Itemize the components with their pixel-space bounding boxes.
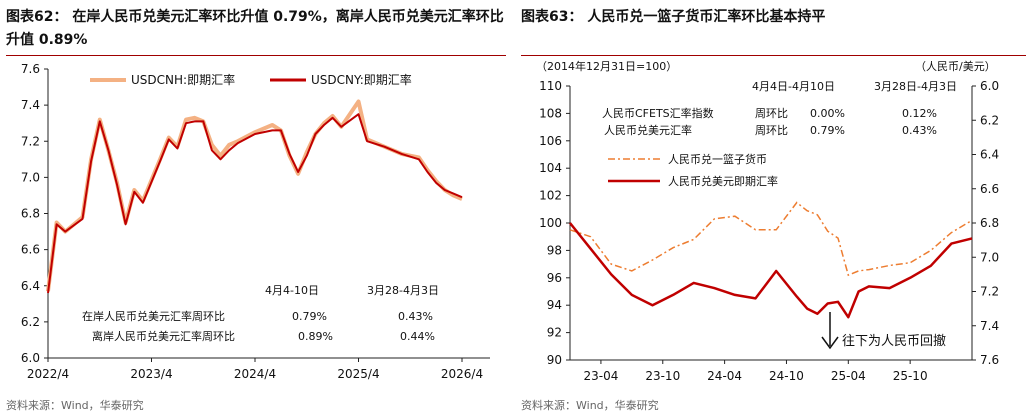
legend-label-cnh: USDCNH:即期汇率 — [131, 72, 235, 87]
x-tick-label: 24-04 — [707, 369, 742, 383]
y-tick-label-right: 6.8 — [980, 216, 999, 230]
left-chart: 6.0 6.2 6.4 6.6 6.8 7.0 7.2 7.4 7.6 2022/4 2023/4 2… — [21, 62, 490, 381]
left-table-row1-label: 在岸人民币兑美元汇率周环比 — [82, 309, 225, 323]
y-tick-label-left: 110 — [539, 79, 562, 93]
x-tick-label: 2022/4 — [27, 367, 69, 381]
right-right-unit: （人民币/美元） — [915, 60, 996, 73]
y-tick-label-left: 104 — [539, 161, 562, 175]
y-tick-label-left: 102 — [539, 189, 562, 203]
arrow-head — [821, 336, 839, 350]
right-table-row2-v2: 0.43% — [902, 124, 937, 137]
y-tick-label-left: 108 — [539, 106, 562, 120]
right-table-row1-sub: 周环比 — [755, 107, 788, 120]
x-tick-label: 25-04 — [831, 369, 866, 383]
right-stats-table: 4月4日-4月10日 3月28日-4月3日 人民币CFETS汇率指数 周环比 0… — [602, 80, 957, 137]
y-tick-label: 6.6 — [21, 243, 40, 257]
right-table-row2-label: 人民币兑美元汇率 — [604, 123, 692, 137]
left-table-row1-v2: 0.43% — [398, 310, 433, 323]
y-tick-label-right: 6.4 — [980, 148, 999, 162]
y-tick-label-right: 6.0 — [980, 79, 999, 93]
right-title-rule — [521, 55, 1026, 56]
x-tick-label: 2023/4 — [130, 367, 172, 381]
left-source: 资料来源：Wind，华泰研究 — [6, 399, 144, 412]
x-tick-label: 2024/4 — [234, 367, 276, 381]
right-table-col1: 4月4日-4月10日 — [752, 80, 835, 93]
right-source: 资料来源：Wind，华泰研究 — [521, 399, 659, 412]
y-tick-label-left: 90 — [547, 353, 562, 367]
left-table-col2: 3月28-4月3日 — [367, 284, 439, 297]
y-tick-label: 7.6 — [21, 62, 40, 76]
legend-label-cny: USDCNY:即期汇率 — [311, 72, 412, 87]
y-tick-label: 6.4 — [21, 279, 40, 293]
x-tick-label: 25-10 — [893, 369, 928, 383]
y-tick-label-left: 92 — [547, 326, 562, 340]
right-table-row1-v1: 0.00% — [810, 107, 845, 120]
legend-label-usd: 人民币兑美元即期汇率 — [668, 174, 778, 188]
x-tick-label: 2025/4 — [337, 367, 379, 381]
right-table-row1-label: 人民币CFETS汇率指数 — [602, 106, 714, 120]
series-line-cny — [47, 113, 463, 294]
x-tick-label: 23-04 — [583, 369, 618, 383]
y-tick-label-right: 7.0 — [980, 250, 999, 264]
y-tick-label-right: 7.4 — [980, 319, 999, 333]
right-legend: 人民币兑一篮子货币 人民币兑美元即期汇率 — [608, 152, 778, 188]
y-tick-label: 7.0 — [21, 170, 40, 184]
y-tick-label-right: 7.6 — [980, 353, 999, 367]
y-tick-label: 7.2 — [21, 134, 40, 148]
y-tick-label-left: 94 — [547, 298, 562, 312]
y-tick-label-right: 6.2 — [980, 113, 999, 127]
series-line-basket — [569, 201, 973, 277]
right-table-row1-v2: 0.12% — [902, 107, 937, 120]
x-tick-label: 23-10 — [645, 369, 680, 383]
y-tick-label: 6.0 — [21, 351, 40, 365]
left-table-row2-v2: 0.44% — [400, 330, 435, 343]
left-table-row2-label: 离岸人民币兑美元汇率周环比 — [92, 329, 235, 343]
series-line-usd — [569, 222, 973, 319]
y-tick-label-left: 106 — [539, 134, 562, 148]
y-tick-label-right: 6.6 — [980, 182, 999, 196]
right-table-col2: 3月28日-4月3日 — [874, 80, 957, 93]
y-tick-label-left: 100 — [539, 216, 562, 230]
y-tick-label-right: 7.2 — [980, 285, 999, 299]
right-annotation: 往下为人民币回撤 — [842, 333, 946, 349]
left-stats-table: 4月4-10日 3月28-4月3日 在岸人民币兑美元汇率周环比 0.79% 0.… — [82, 284, 439, 343]
legend-label-basket: 人民币兑一篮子货币 — [668, 152, 767, 166]
x-tick-label: 2026/4 — [441, 367, 483, 381]
left-chart-title: 图表62： 在岸人民币兑美元汇率环比升值 0.79%，离岸人民币兑美元汇率环比升… — [6, 9, 504, 48]
right-table-row2-v1: 0.79% — [810, 124, 845, 137]
left-table-row2-v1: 0.89% — [298, 330, 333, 343]
right-chart-title: 图表63： 人民币兑一篮子货币汇率环比基本持平 — [521, 9, 826, 25]
y-tick-label-left: 96 — [547, 271, 562, 285]
right-table-row2-sub: 周环比 — [755, 124, 788, 137]
right-chart: 90 92 94 96 98 100 102 104 106 108 110 6.0 6.2 6.4 6.6… — [536, 59, 999, 383]
right-left-unit: （2014年12月31日=100） — [536, 59, 677, 73]
left-legend: USDCNH:即期汇率 USDCNY:即期汇率 — [90, 72, 412, 87]
left-table-col1: 4月4-10日 — [265, 284, 319, 297]
y-tick-label: 6.8 — [21, 207, 40, 221]
y-tick-label-left: 98 — [547, 243, 562, 257]
downward-arrow — [821, 312, 839, 350]
left-table-row1-v1: 0.79% — [292, 310, 327, 323]
left-title-rule — [6, 55, 506, 56]
y-tick-label: 6.2 — [21, 315, 40, 329]
x-tick-label: 24-10 — [769, 369, 804, 383]
y-tick-label: 7.4 — [21, 98, 40, 112]
